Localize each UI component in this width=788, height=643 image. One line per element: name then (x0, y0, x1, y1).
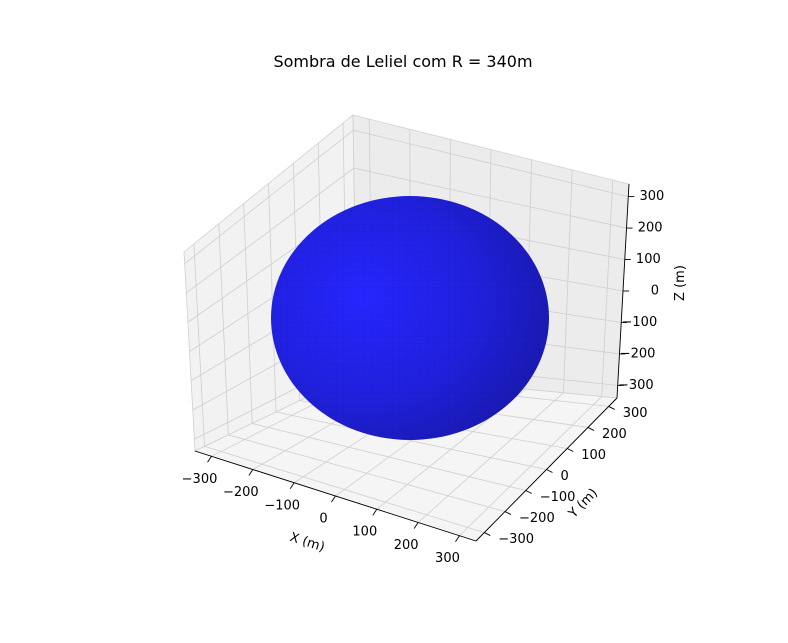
y-tick (567, 448, 574, 452)
x-tick-label: −300 (182, 472, 218, 487)
x-tick-label: −200 (223, 485, 259, 500)
z-tick-label: 300 (639, 189, 664, 204)
y-tick-label: 0 (561, 469, 569, 484)
x-tick-label: −100 (264, 498, 300, 513)
x-tick-label: 300 (435, 551, 460, 566)
y-tick (587, 427, 595, 431)
z-tick-label: −200 (620, 346, 656, 361)
x-tick-label: 100 (352, 525, 377, 540)
y-tick-label: −200 (519, 511, 555, 526)
x-tick (372, 508, 378, 516)
x-gridline (601, 179, 614, 397)
ticks: −300−300−300−200−200−200−100−100−1000001… (182, 189, 665, 566)
z-gridline (184, 129, 354, 265)
z-tick-label: 200 (638, 221, 663, 236)
x-tick (455, 535, 460, 542)
z-tick-label: −100 (622, 315, 658, 330)
x-tick (413, 522, 419, 529)
y-tick-label: 100 (581, 448, 606, 463)
y-tick (484, 532, 491, 536)
z-axis-label: Z (m) (673, 265, 688, 301)
y-tick-label: −100 (540, 490, 576, 505)
y-tick (608, 406, 615, 410)
z-tick-label: 0 (651, 284, 659, 299)
y-tick (525, 490, 532, 494)
x-gridline (417, 392, 564, 523)
x-tick (289, 482, 295, 490)
sphere-mesh (271, 196, 549, 440)
x-tick (248, 469, 254, 476)
y-tick (546, 469, 553, 473)
z-gridline (353, 167, 627, 229)
x-gridline (459, 396, 602, 536)
y-tick (504, 511, 512, 515)
sphere-surface (271, 196, 549, 440)
y-tick-label: 200 (602, 427, 627, 442)
y-tick-label: −300 (498, 532, 534, 547)
x-gridline (563, 169, 573, 393)
x-tick (331, 495, 336, 503)
z-gridline (353, 129, 629, 197)
x-tick-label: 0 (319, 512, 327, 527)
x-tick-label: 200 (394, 538, 419, 553)
y-gridline (275, 411, 547, 470)
z-tick-label: 100 (636, 252, 661, 267)
x-axis-label: X (m) (288, 530, 327, 555)
x-tick (207, 456, 212, 463)
z-tick-label: −300 (618, 378, 654, 393)
z-gridline (186, 167, 355, 294)
chart-title: Sombra de Leliel com R = 340m (273, 52, 533, 71)
y-tick-label: 300 (623, 406, 648, 421)
